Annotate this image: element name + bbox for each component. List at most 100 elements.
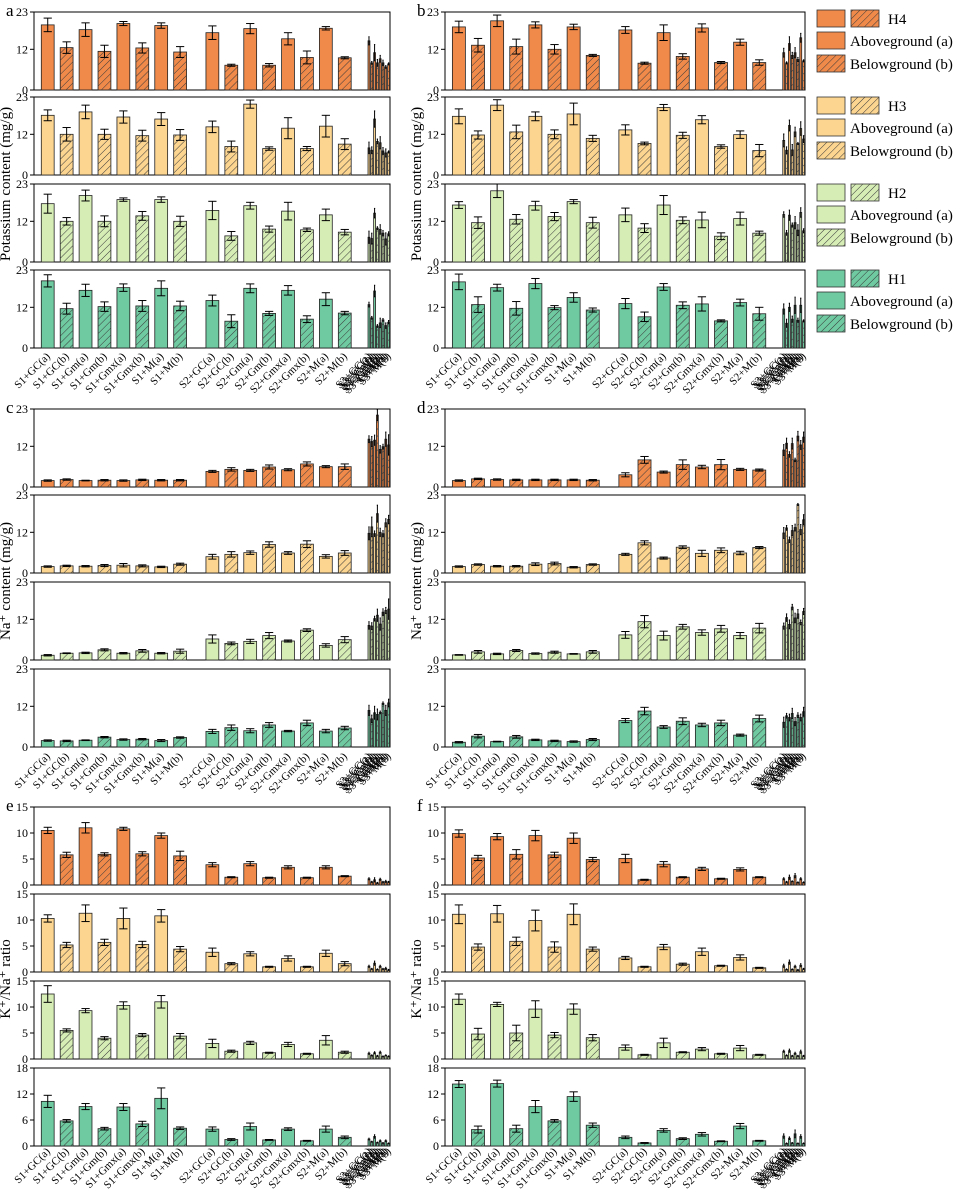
bar-hatch <box>300 148 314 175</box>
bar-hatch <box>338 1052 352 1059</box>
bar-hatch <box>676 964 690 972</box>
bar-hatch <box>752 718 766 747</box>
bar-hatch <box>802 1143 805 1146</box>
bar-hatch <box>382 612 384 660</box>
bar-hatch <box>791 443 794 487</box>
bar-aboveground <box>154 835 169 886</box>
y-tick-label: 0 <box>22 480 28 494</box>
bar-hatch <box>785 1143 788 1146</box>
bar-hatch <box>387 1143 390 1146</box>
bar-hatch <box>796 613 799 660</box>
y-tick-label: 12 <box>16 300 28 314</box>
y-tick-label: 5 <box>433 852 439 866</box>
bar-hatch <box>714 550 728 573</box>
y-tick-label: 10 <box>427 913 439 927</box>
bar-aboveground <box>243 552 258 574</box>
bar-aboveground <box>205 864 220 886</box>
bar-aboveground <box>78 739 93 748</box>
subplot-H2: 0 12 23 <box>16 575 391 667</box>
bar-hatch <box>548 479 562 487</box>
bar-hatch <box>676 56 690 90</box>
bar-hatch <box>262 877 276 885</box>
bar-hatch <box>376 1055 379 1059</box>
bar-hatch <box>586 480 600 487</box>
bar-hatch <box>471 651 485 660</box>
bar-hatch <box>60 740 74 747</box>
legend-belowground-label: Belowground (b) <box>850 231 953 247</box>
bar-hatch <box>338 552 352 573</box>
bar-hatch <box>548 563 562 573</box>
bar-hatch <box>262 635 276 660</box>
y-axis-label: Na⁺ content (mg/g) <box>0 522 14 640</box>
bar-aboveground <box>694 724 709 748</box>
bar-aboveground <box>78 29 93 91</box>
bar-hatch <box>785 443 788 487</box>
bar-aboveground <box>490 1083 505 1147</box>
bar-aboveground <box>656 1130 671 1147</box>
y-tick-label: 0 <box>433 740 439 754</box>
subplot-H2: 0 5 10 15 <box>427 974 806 1066</box>
bar-aboveground <box>281 866 295 886</box>
subplot-H4: 0 12 23 <box>427 402 806 494</box>
bar-hatch <box>785 715 788 747</box>
bar-aboveground <box>451 1083 466 1147</box>
bar-hatch <box>382 319 384 348</box>
bar-hatch <box>676 135 690 175</box>
bar-hatch <box>471 736 485 747</box>
bar-aboveground <box>799 444 803 488</box>
bar-hatch <box>509 308 523 348</box>
bar-hatch <box>586 55 600 90</box>
y-tick-label: 15 <box>16 887 28 901</box>
subplot-H1: 0 12 23 <box>16 662 391 754</box>
y-tick-label: 23 <box>427 488 439 502</box>
bar-hatch <box>586 564 600 573</box>
y-tick-label: 0 <box>433 1052 439 1066</box>
bar-hatch <box>714 464 728 487</box>
x-category-labels: S1+GC(a)S1+GC(b)S1+Gm(a)S1+Gm(b)S1+Gmx(a… <box>12 750 394 796</box>
bar-hatch <box>370 238 373 262</box>
bar-hatch <box>376 62 379 90</box>
bar-hatch <box>370 62 373 90</box>
legend-H2: H2 Aboveground (a) Belowground (b) <box>816 183 953 247</box>
x-category-labels: S1+GC(a)S1+GC(b)S1+Gm(a)S1+Gm(b)S1+Gmx(a… <box>423 350 808 396</box>
bar-hatch <box>509 46 523 90</box>
legend-H4: H4 Aboveground (a) Belowground (b) <box>816 9 953 73</box>
y-tick-label: 0 <box>433 653 439 667</box>
bar-aboveground <box>154 915 169 973</box>
bar-aboveground <box>799 717 803 748</box>
bar-hatch <box>300 722 314 747</box>
bar-hatch <box>548 740 562 747</box>
bar-aboveground <box>788 306 791 349</box>
bar-hatch <box>376 882 379 885</box>
bar-hatch <box>370 1055 373 1059</box>
bar-hatch <box>586 1037 600 1059</box>
bar-hatch <box>135 853 149 885</box>
bar-aboveground <box>799 529 803 574</box>
subplot-H4: 0 12 23 <box>16 402 391 494</box>
bar-hatch <box>586 651 600 660</box>
bar-aboveground <box>367 304 371 349</box>
bar-hatch <box>714 1141 728 1146</box>
bar-hatch <box>796 504 799 573</box>
bar-hatch <box>471 45 485 90</box>
bar-hatch <box>676 464 690 487</box>
bar-aboveground <box>733 635 748 661</box>
bar-hatch <box>802 611 805 660</box>
bar-hatch <box>135 305 149 348</box>
bar-aboveground <box>656 863 671 886</box>
y-tick-label: 23 <box>427 177 439 191</box>
subplot-H4: 0 12 23 <box>427 5 806 97</box>
y-tick-label: 23 <box>16 488 28 502</box>
bar-aboveground <box>319 27 333 91</box>
bar-hatch <box>509 1128 523 1146</box>
bar-hatch <box>802 230 805 262</box>
bar-aboveground <box>281 730 295 748</box>
bar-hatch <box>676 1138 690 1146</box>
bar-aboveground <box>618 957 633 973</box>
subplot-H3: 0 5 10 15 <box>427 887 806 979</box>
bar-hatch <box>300 966 314 972</box>
bar-hatch <box>382 233 384 262</box>
bar-aboveground <box>793 527 797 574</box>
bar-aboveground <box>566 297 581 349</box>
